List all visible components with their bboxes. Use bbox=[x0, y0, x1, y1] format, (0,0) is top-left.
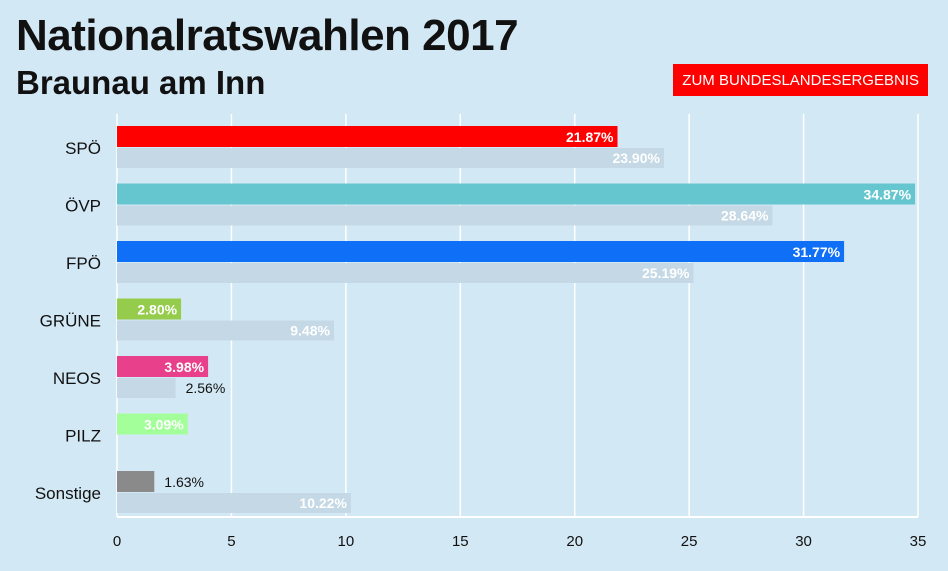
current-value-label: 34.87% bbox=[864, 187, 912, 203]
current-result-bar bbox=[117, 183, 916, 205]
current-result-bar bbox=[117, 298, 182, 320]
category-label: NEOS bbox=[53, 369, 101, 388]
previous-result-bar bbox=[117, 378, 176, 398]
x-tick-label: 35 bbox=[910, 533, 927, 550]
current-value-label: 3.09% bbox=[144, 417, 184, 433]
category-label: FPÖ bbox=[66, 254, 101, 273]
previous-result-bar bbox=[117, 493, 351, 513]
previous-result-bar bbox=[117, 320, 334, 341]
page-subtitle: Braunau am Inn bbox=[16, 64, 266, 101]
category-label: SPÖ bbox=[65, 139, 101, 158]
previous-result-bar bbox=[117, 263, 694, 283]
previous-result-bar bbox=[117, 205, 773, 226]
previous-result-bar bbox=[117, 148, 664, 168]
category-label: ÖVP bbox=[65, 197, 101, 216]
current-result-bar bbox=[117, 241, 845, 262]
current-result-bar bbox=[117, 356, 209, 377]
current-value-label: 21.87% bbox=[566, 129, 614, 145]
current-result-bar bbox=[117, 126, 618, 147]
current-value-label: 1.63% bbox=[164, 474, 204, 490]
x-tick-label: 5 bbox=[227, 533, 235, 550]
previous-value-label: 25.19% bbox=[642, 265, 690, 281]
page-title: Nationalratswahlen 2017 bbox=[16, 11, 519, 60]
x-tick-label: 0 bbox=[113, 533, 121, 550]
current-value-label: 3.98% bbox=[164, 359, 204, 375]
previous-value-label: 2.56% bbox=[186, 380, 226, 396]
previous-value-label: 9.48% bbox=[290, 323, 330, 339]
category-label: Sonstige bbox=[35, 484, 101, 503]
x-tick-label: 15 bbox=[452, 533, 469, 550]
previous-value-label: 28.64% bbox=[721, 208, 769, 224]
previous-value-label: 10.22% bbox=[299, 495, 347, 511]
previous-value-label: 23.90% bbox=[612, 150, 660, 166]
x-tick-label: 30 bbox=[795, 533, 812, 550]
x-tick-label: 20 bbox=[566, 533, 583, 550]
x-tick-label: 25 bbox=[681, 533, 698, 550]
x-tick-label: 10 bbox=[338, 533, 355, 550]
category-label: GRÜNE bbox=[40, 312, 101, 331]
current-result-bar bbox=[117, 413, 188, 435]
current-result-bar bbox=[117, 471, 155, 492]
current-value-label: 2.80% bbox=[137, 302, 177, 318]
bundeslandesergebnis-button[interactable]: ZUM BUNDESLANDESERGEBNIS bbox=[673, 64, 928, 96]
category-label: PILZ bbox=[65, 427, 101, 446]
current-value-label: 31.77% bbox=[793, 244, 841, 260]
